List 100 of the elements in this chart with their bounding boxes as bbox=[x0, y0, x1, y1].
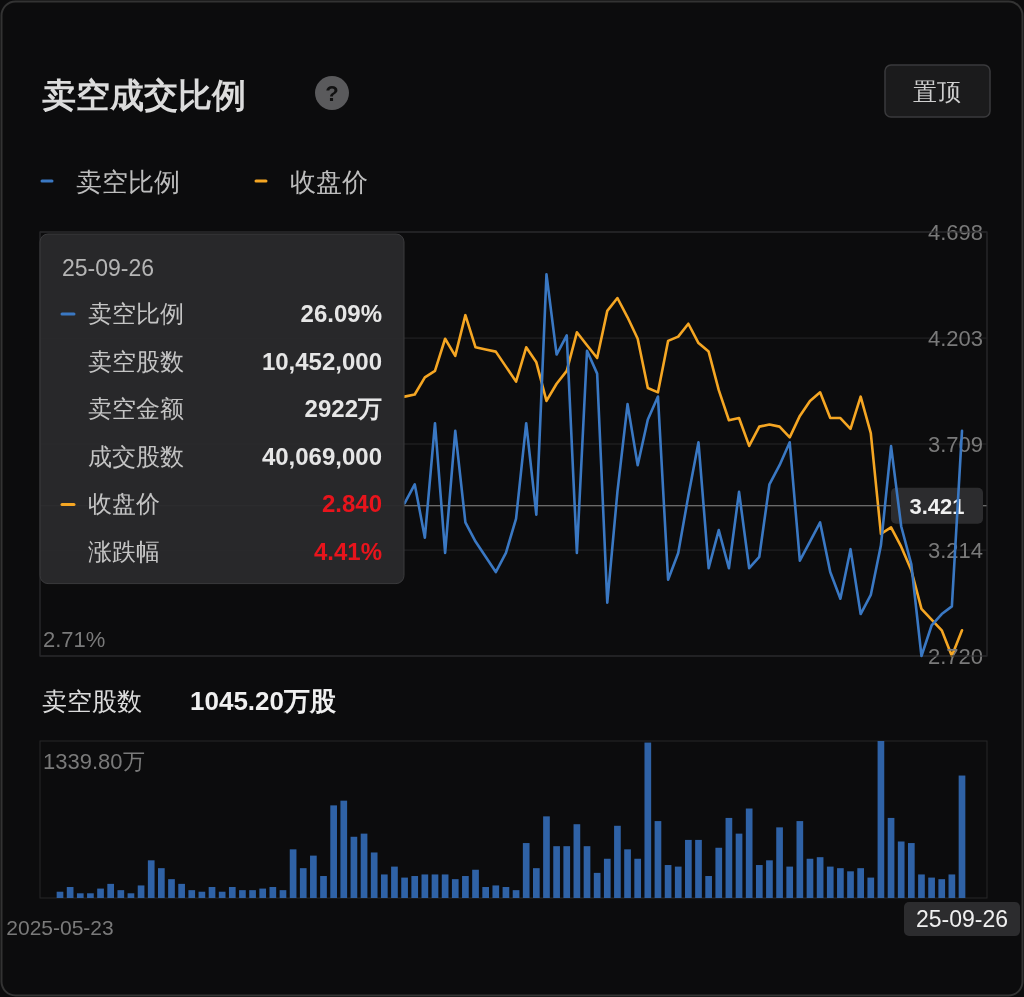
bar bbox=[685, 839, 692, 898]
bar bbox=[553, 846, 560, 898]
bar bbox=[310, 855, 317, 898]
bar bbox=[401, 877, 408, 898]
bar bbox=[168, 879, 175, 898]
bar bbox=[948, 874, 956, 898]
chart-title: 卖空成交比例 bbox=[42, 76, 246, 114]
bar bbox=[299, 868, 307, 898]
bar bbox=[330, 805, 337, 898]
bar bbox=[907, 843, 915, 898]
annotation: 10,452,000 bbox=[261, 347, 382, 375]
bar bbox=[918, 874, 925, 898]
bar bbox=[107, 883, 115, 898]
bar bbox=[583, 846, 591, 898]
bar bbox=[745, 808, 753, 898]
bar bbox=[766, 860, 773, 898]
bar bbox=[837, 868, 844, 898]
bar bbox=[887, 817, 895, 898]
y-tick-label: 2.720 bbox=[927, 644, 983, 669]
annotation: 1339.80万 bbox=[43, 749, 145, 774]
bar bbox=[725, 817, 733, 898]
bar bbox=[816, 857, 824, 898]
annotation: 卖空金额 bbox=[88, 395, 184, 423]
x-tick-label: 2025-05-23 bbox=[6, 916, 114, 939]
y-tick-label: 4.203 bbox=[927, 326, 983, 352]
annotation: 收盘价 bbox=[88, 490, 160, 518]
bar bbox=[188, 890, 196, 898]
bar bbox=[259, 888, 267, 898]
bar bbox=[87, 893, 94, 898]
bar bbox=[674, 866, 682, 898]
chart-subtitle: 1045.20万股 bbox=[190, 686, 337, 716]
bar bbox=[178, 883, 185, 898]
bar bbox=[370, 852, 378, 898]
bar bbox=[776, 827, 783, 898]
bar bbox=[421, 874, 429, 898]
bar bbox=[462, 876, 469, 898]
bar bbox=[573, 824, 581, 898]
bar bbox=[127, 893, 135, 898]
bar bbox=[614, 825, 621, 898]
bar bbox=[634, 858, 642, 898]
bar bbox=[239, 890, 246, 898]
bar bbox=[938, 879, 946, 898]
bar bbox=[543, 816, 550, 898]
bar bbox=[654, 821, 662, 898]
bar bbox=[492, 885, 500, 898]
bar bbox=[644, 742, 652, 898]
bar bbox=[158, 868, 165, 898]
chart-title: 卖空股数 bbox=[42, 687, 142, 715]
bar bbox=[451, 879, 459, 898]
bar bbox=[117, 890, 125, 898]
bar bbox=[847, 871, 854, 898]
legend-label: 卖空比例 bbox=[76, 167, 180, 197]
bar bbox=[228, 887, 236, 898]
bar bbox=[218, 891, 226, 898]
picture-help-icon: ? bbox=[315, 76, 349, 110]
bar bbox=[289, 849, 297, 898]
bar bbox=[97, 888, 104, 898]
bar bbox=[786, 866, 794, 898]
annotation: 2.840 bbox=[321, 490, 382, 518]
bar bbox=[867, 877, 875, 898]
bar bbox=[857, 868, 864, 898]
bar bbox=[137, 885, 145, 898]
text: 置顶 bbox=[913, 78, 961, 105]
bar bbox=[928, 877, 935, 898]
bar bbox=[431, 874, 439, 898]
bar bbox=[320, 876, 327, 898]
bar bbox=[269, 887, 277, 898]
bar bbox=[279, 890, 287, 898]
bar bbox=[705, 876, 712, 898]
bar bbox=[380, 874, 388, 898]
legend-label: 收盘价 bbox=[290, 167, 368, 197]
bar bbox=[796, 821, 804, 898]
bar bbox=[411, 876, 419, 898]
bar bbox=[482, 887, 490, 898]
bar bbox=[522, 843, 530, 898]
annotation: 涨跌幅 bbox=[88, 538, 160, 565]
annotation: 成交股数 bbox=[88, 442, 184, 470]
bar bbox=[664, 865, 672, 898]
annotation: 25-09-26 bbox=[62, 255, 155, 281]
bar bbox=[441, 874, 449, 898]
annotation: 2922万 bbox=[304, 395, 382, 423]
bar bbox=[826, 866, 834, 898]
annotation: 卖空股数 bbox=[88, 347, 184, 375]
bar bbox=[897, 841, 905, 898]
bar bbox=[391, 866, 398, 898]
annotation: 卖空比例 bbox=[88, 300, 184, 327]
annotation: 4.41% bbox=[313, 538, 382, 565]
bar bbox=[755, 865, 763, 898]
annotation: 40,069,000 bbox=[261, 442, 382, 470]
bar bbox=[624, 849, 631, 898]
bar bbox=[512, 890, 520, 898]
bar bbox=[340, 800, 348, 898]
bar bbox=[695, 839, 702, 898]
annotation: 2.71% bbox=[43, 627, 106, 652]
bar bbox=[532, 868, 540, 898]
bar bbox=[472, 869, 479, 898]
bar bbox=[76, 893, 84, 898]
annotation: 26.09% bbox=[300, 300, 382, 327]
bar bbox=[877, 741, 885, 898]
bar bbox=[563, 846, 571, 898]
